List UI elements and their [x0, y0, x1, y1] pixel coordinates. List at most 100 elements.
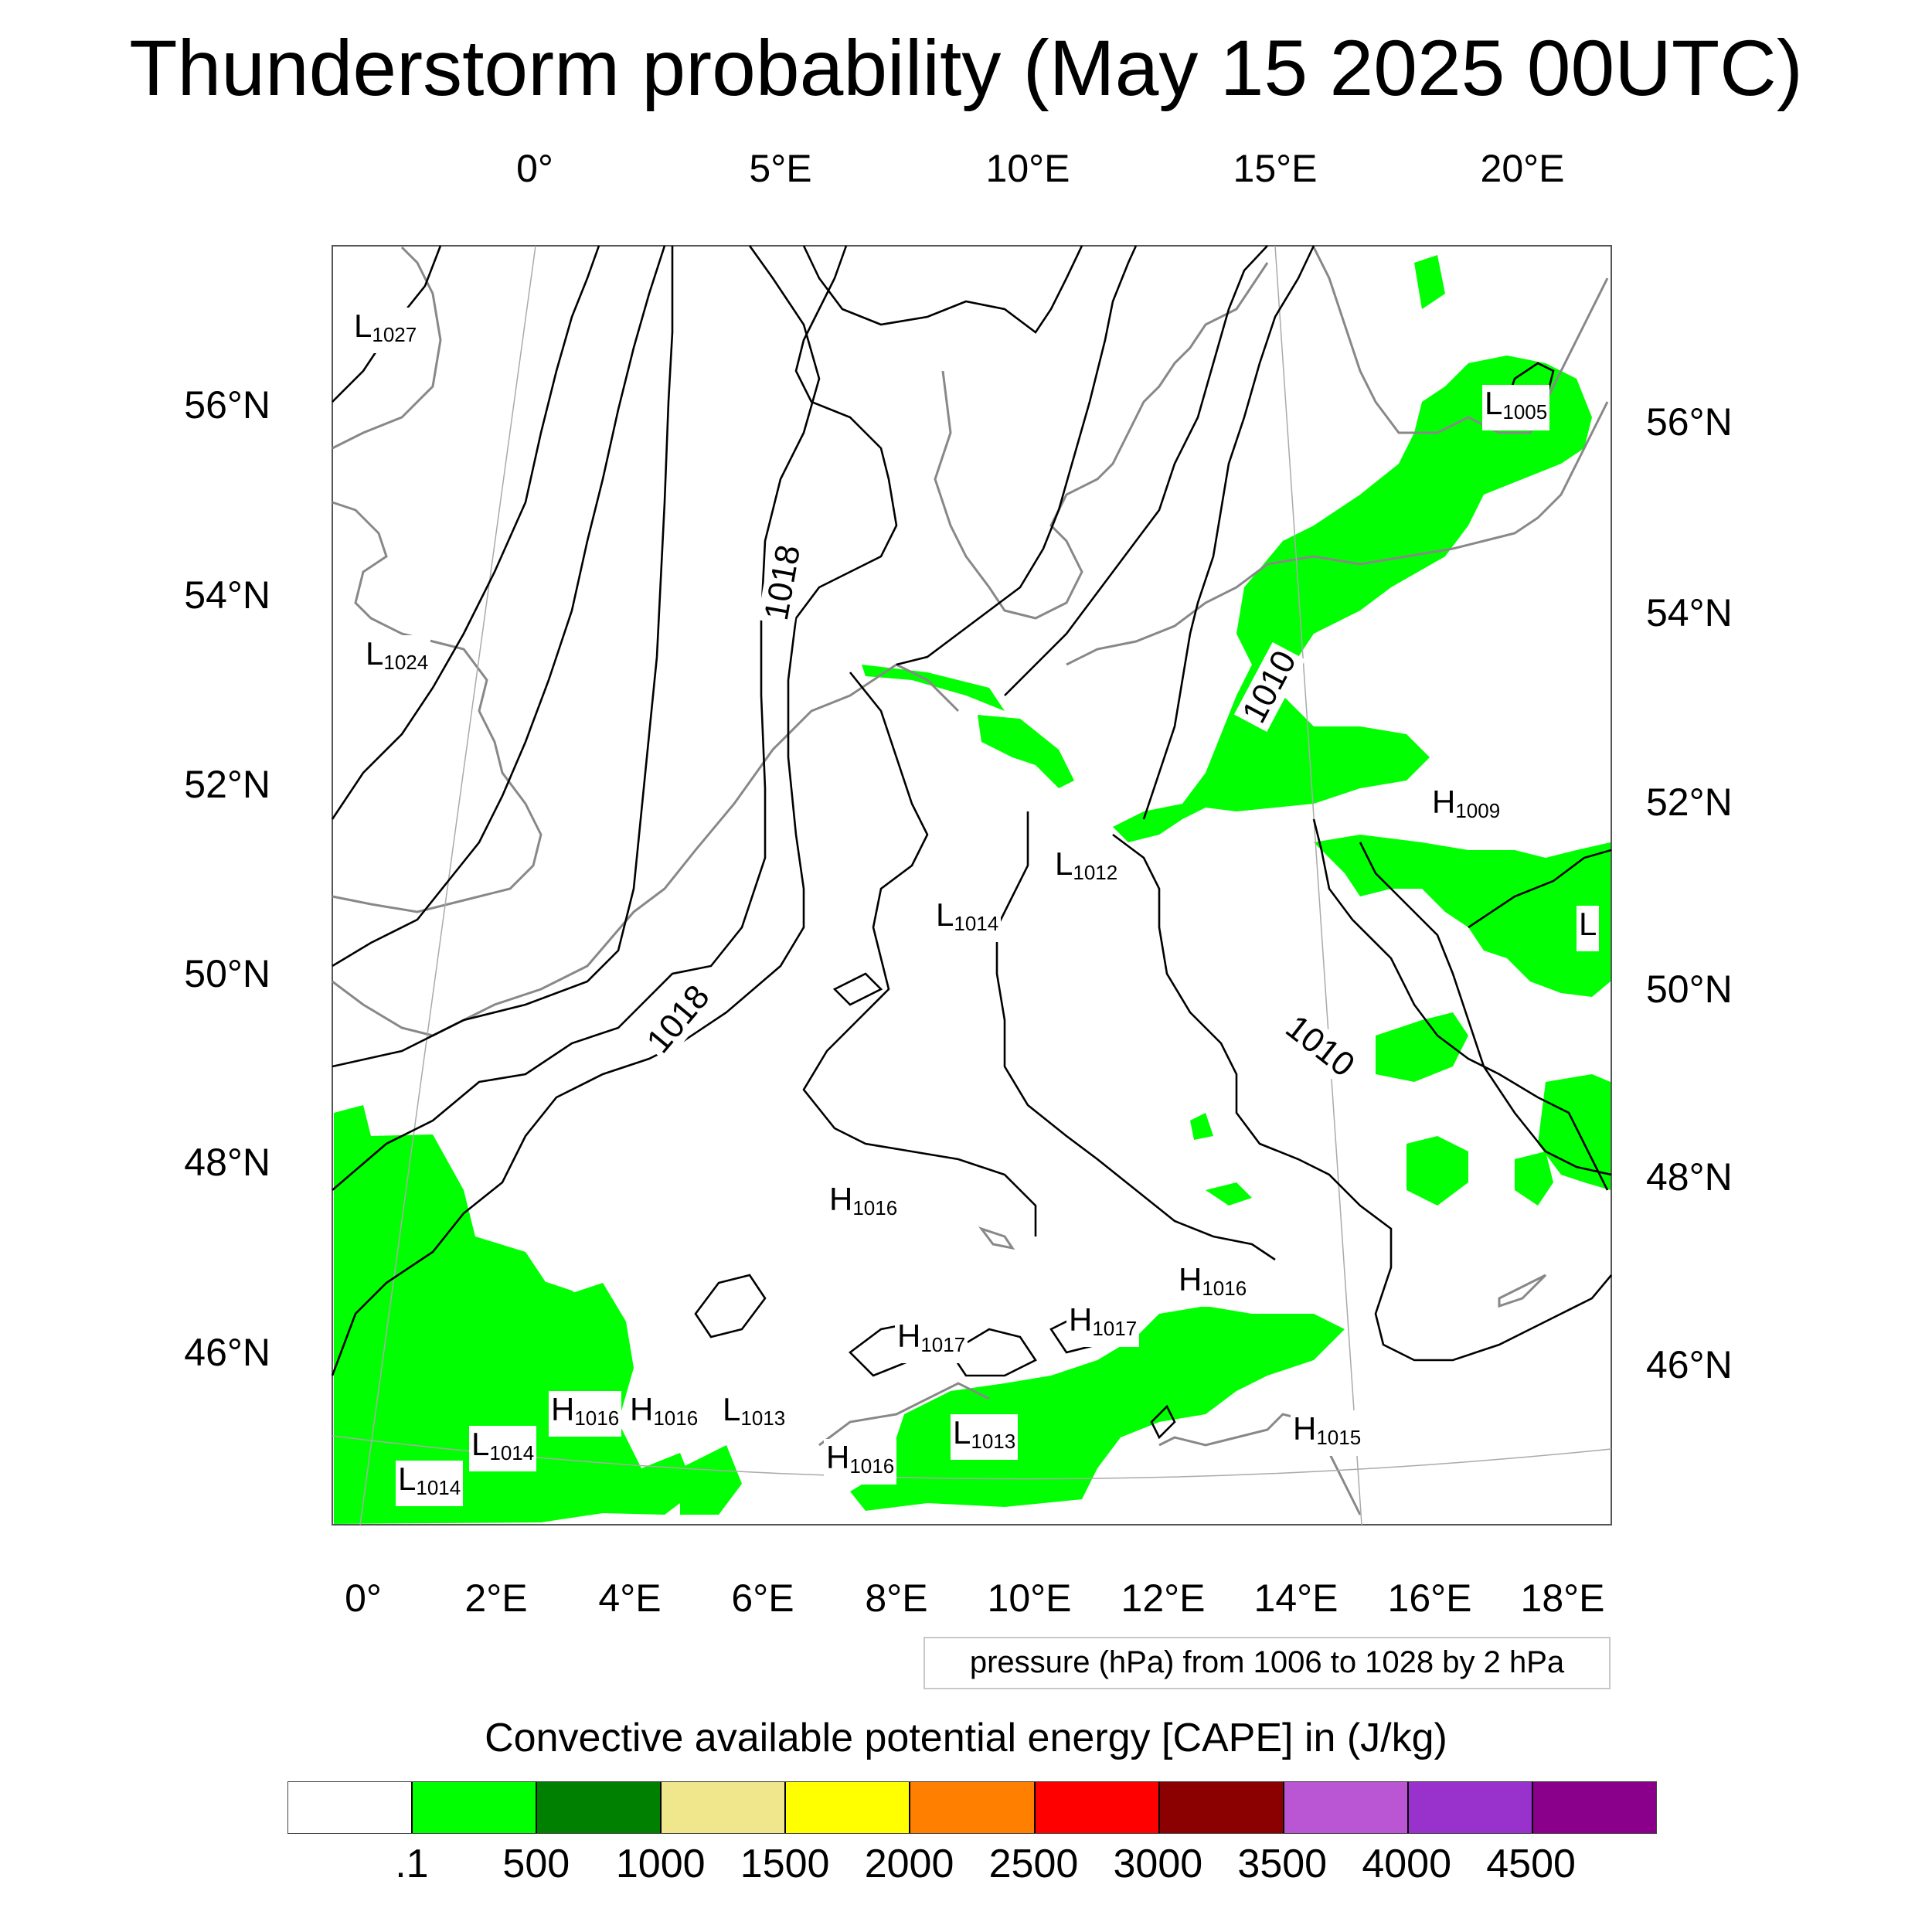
isobar-5	[332, 245, 821, 1191]
pressure-center-label: H1017	[1066, 1301, 1140, 1347]
colorbar-segment	[1532, 1782, 1657, 1833]
pressure-center-label: L1027	[352, 308, 420, 353]
isobar-12	[1112, 833, 1612, 1362]
cape-area-poland-south	[1314, 835, 1611, 997]
isobar-7	[802, 672, 1037, 1236]
right-axis-label: 56°N	[1646, 400, 1733, 444]
right-axis-label: 54°N	[1646, 591, 1733, 634]
coastline-channel	[332, 663, 960, 1037]
pressure-center-label: L1024	[363, 635, 431, 681]
bottom-axis-label: 12°E	[1121, 1577, 1206, 1620]
bottom-axis-label: 14°E	[1253, 1577, 1338, 1620]
coastline-ligurian	[818, 1382, 990, 1447]
right-axis-label: 52°N	[1646, 781, 1733, 824]
pressure-center-label: H1009	[1430, 784, 1503, 829]
colorbar-label: 1500	[740, 1842, 830, 1886]
isobar-2	[331, 245, 600, 820]
colorbar-segment	[413, 1782, 538, 1833]
cape-area-adriatic-south	[680, 1445, 742, 1515]
isobar-21	[694, 1274, 767, 1338]
pressure-center-label: H1016	[549, 1391, 622, 1437]
coastline-sweden	[1312, 247, 1609, 434]
pressure-center-label: H1016	[1176, 1261, 1250, 1307]
cape-area-poland-north	[1414, 255, 1445, 309]
pressure-center-label: L1013	[951, 1414, 1019, 1460]
meridian-0	[359, 245, 536, 1526]
pressure-center-label: H1017	[895, 1318, 968, 1363]
pressure-center-label: L1005	[1482, 385, 1550, 430]
left-axis-label: 48°N	[184, 1141, 270, 1184]
isobar-19	[949, 1328, 1037, 1377]
colorbar-label: 4000	[1362, 1842, 1452, 1886]
isobar-9	[896, 245, 1138, 666]
map-title: Thunderstorm probability (May 15 2025 00…	[129, 24, 1803, 112]
top-axis-label: 20°E	[1480, 147, 1565, 190]
colorbar-segment	[786, 1782, 911, 1833]
isobar-10	[995, 811, 1276, 1261]
colorbar-segment	[1035, 1782, 1160, 1833]
right-axis-label: 46°N	[1646, 1343, 1733, 1386]
cape-area-baltic	[1113, 355, 1592, 842]
cape-area-czech	[1190, 1113, 1213, 1140]
colorbar	[287, 1781, 1657, 1834]
cape-area-balkan-north	[1406, 1136, 1468, 1206]
pressure-center-label: L	[1577, 906, 1600, 951]
colorbar-label: 3000	[1113, 1842, 1203, 1886]
top-axis-label: 15°E	[1233, 147, 1318, 190]
left-axis-label: 52°N	[184, 763, 270, 806]
pressure-center-label: L1014	[396, 1461, 464, 1506]
pressure-center-label: H1015	[1291, 1410, 1364, 1456]
pressure-center-label: H1016	[827, 1181, 900, 1226]
left-axis-label: 46°N	[184, 1331, 270, 1374]
colorbar-segment	[1159, 1782, 1284, 1833]
left-axis-label: 56°N	[184, 383, 270, 427]
colorbar-label: 2500	[988, 1842, 1079, 1886]
isobar-11	[1004, 245, 1268, 696]
colorbar-label: 500	[502, 1842, 570, 1886]
bottom-axis-label: 6°E	[731, 1577, 794, 1620]
colorbar-segment	[288, 1782, 413, 1833]
isobar-23	[1150, 1404, 1176, 1440]
colorbar-segment	[662, 1782, 787, 1833]
isobar-8	[802, 245, 1083, 334]
colorbar-label: 1000	[615, 1842, 706, 1886]
bottom-axis-label: 16°E	[1387, 1577, 1472, 1620]
cape-area-germany	[978, 715, 1074, 788]
isobar-6	[331, 245, 898, 1376]
colorbar-segment	[910, 1782, 1036, 1833]
bottom-axis-label: 4°E	[598, 1577, 662, 1620]
coastline-adriatic	[1158, 1413, 1362, 1515]
cape-area-hungary	[1376, 1012, 1468, 1082]
pressure-center-label: L1014	[934, 896, 1002, 942]
cape-areas	[334, 255, 1611, 1524]
bottom-axis-label: 8°E	[865, 1577, 928, 1620]
pressure-center-label: H1016	[824, 1439, 897, 1485]
bottom-axis-label: 0°	[345, 1577, 382, 1620]
isobar-16	[1468, 849, 1612, 929]
colorbar-title: Convective available potential energy [C…	[485, 1716, 1447, 1760]
colorbar-label: 2000	[864, 1842, 954, 1886]
isobar-13	[1142, 245, 1315, 820]
pressure-center-label: L1014	[469, 1426, 537, 1471]
coastline-britain	[332, 246, 543, 913]
lake-bodensee	[978, 1226, 1015, 1250]
pressure-center-label: L1012	[1053, 845, 1121, 891]
colorbar-label: .1	[395, 1842, 429, 1886]
coastline-denmark	[934, 262, 1269, 620]
pressure-center-label: L1013	[720, 1391, 788, 1437]
coastline-baltic-south	[1066, 401, 1609, 666]
colorbar-segment	[1408, 1782, 1533, 1833]
isobar-3	[332, 245, 666, 968]
meridian-15e	[1274, 245, 1362, 1526]
colorbar-label: 3500	[1237, 1842, 1328, 1886]
cape-area-netherlands	[862, 665, 1005, 711]
bottom-axis-label: 18°E	[1520, 1577, 1605, 1620]
isobar-22	[832, 972, 883, 1006]
bottom-axis-label: 2°E	[464, 1577, 528, 1620]
colorbar-segment	[537, 1782, 662, 1833]
isobar-14	[1312, 818, 1609, 1191]
pressure-note: pressure (hPa) from 1006 to 1028 by 2 hP…	[923, 1637, 1611, 1689]
isobar-15	[1359, 842, 1612, 1176]
right-axis-label: 50°N	[1646, 968, 1733, 1011]
left-axis-label: 50°N	[184, 952, 270, 995]
